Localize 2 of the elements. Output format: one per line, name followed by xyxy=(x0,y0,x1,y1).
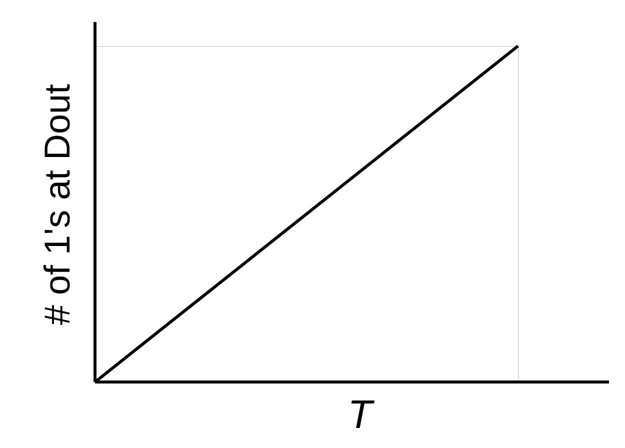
x-axis-title: T xyxy=(348,393,375,437)
y-axis-title: # of 1's at Dout xyxy=(36,84,78,326)
